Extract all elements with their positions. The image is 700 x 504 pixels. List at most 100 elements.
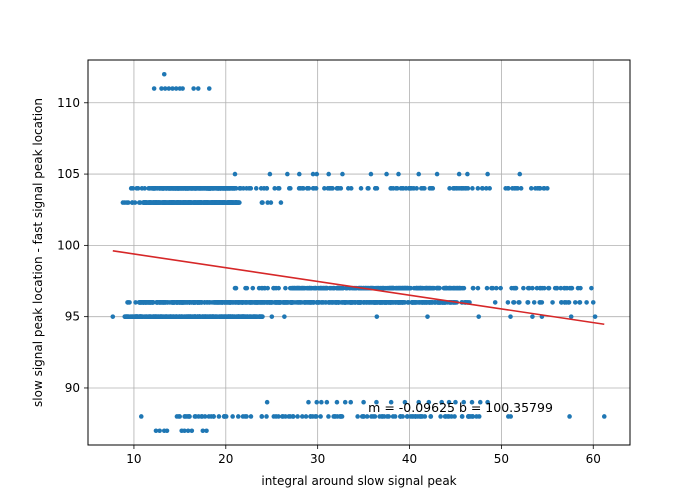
data-point <box>374 314 380 319</box>
data-point <box>416 399 422 405</box>
data-point <box>264 186 270 191</box>
data-point <box>459 414 465 419</box>
data-point <box>227 200 233 205</box>
data-point <box>183 200 189 205</box>
grid-lines <box>88 60 630 445</box>
data-point <box>207 300 212 305</box>
data-point <box>492 300 498 305</box>
data-point <box>241 186 246 191</box>
data-point <box>590 300 596 305</box>
data-point <box>457 285 462 291</box>
data-point <box>307 300 313 305</box>
data-point <box>506 414 511 419</box>
data-point <box>541 285 547 291</box>
data-point <box>172 300 177 305</box>
data-point <box>572 300 578 305</box>
data-point <box>333 414 338 419</box>
data-point <box>244 285 250 291</box>
y-tick-label: 95 <box>65 310 80 324</box>
data-point <box>568 285 574 291</box>
data-point <box>209 200 215 205</box>
data-point <box>374 399 379 405</box>
data-point <box>162 186 168 191</box>
data-point <box>237 186 243 191</box>
data-point <box>264 399 270 405</box>
data-point <box>244 300 250 305</box>
data-point <box>310 171 316 177</box>
data-points <box>110 71 607 434</box>
data-point <box>334 399 340 405</box>
data-point <box>196 314 202 319</box>
data-point <box>364 300 370 305</box>
data-point <box>454 186 460 191</box>
data-point <box>136 200 142 205</box>
data-point <box>150 314 156 319</box>
data-point <box>324 399 330 405</box>
data-point <box>528 186 534 191</box>
data-point <box>138 414 144 419</box>
data-point <box>465 171 470 177</box>
data-point <box>592 314 598 319</box>
data-point <box>335 186 340 191</box>
data-point <box>319 399 324 405</box>
data-point <box>337 414 343 419</box>
data-point <box>276 414 281 419</box>
data-point <box>222 314 228 319</box>
data-point <box>518 186 524 191</box>
data-point <box>322 186 327 191</box>
data-point <box>195 86 201 91</box>
data-point <box>223 414 229 419</box>
data-point <box>456 171 462 177</box>
data-point <box>517 300 522 305</box>
data-point <box>182 428 187 434</box>
data-point <box>178 186 184 191</box>
data-point <box>434 171 440 177</box>
data-point <box>422 414 428 419</box>
data-point <box>443 285 449 291</box>
data-point <box>173 314 179 319</box>
data-point <box>200 314 205 319</box>
x-tick-label: 20 <box>218 452 233 466</box>
data-point <box>303 414 309 419</box>
data-point <box>411 186 417 191</box>
data-point <box>427 300 432 305</box>
data-point <box>278 200 284 205</box>
data-point <box>219 186 224 191</box>
data-point <box>410 300 416 305</box>
data-point <box>176 200 181 205</box>
data-point <box>396 300 402 305</box>
data-point <box>368 171 374 177</box>
data-point <box>188 200 193 205</box>
data-point <box>525 300 531 305</box>
data-point <box>343 285 349 291</box>
data-point <box>230 414 235 419</box>
data-point <box>450 186 456 191</box>
data-point <box>188 186 194 191</box>
data-point <box>419 300 424 305</box>
data-point <box>546 285 552 291</box>
data-point <box>151 86 157 91</box>
data-point <box>235 414 241 419</box>
data-point <box>197 200 203 205</box>
data-point <box>247 314 253 319</box>
data-point <box>490 285 496 291</box>
data-point <box>480 186 485 191</box>
data-point <box>230 314 235 319</box>
data-point <box>418 285 423 291</box>
data-point <box>132 314 138 319</box>
data-point <box>204 428 209 434</box>
data-point <box>288 186 293 191</box>
data-point <box>207 186 213 191</box>
data-point <box>199 414 204 419</box>
data-point <box>326 414 331 419</box>
data-point <box>139 186 145 191</box>
data-point <box>337 285 342 291</box>
data-point <box>166 186 172 191</box>
data-point <box>211 414 216 419</box>
data-point <box>562 285 568 291</box>
data-point <box>207 314 213 319</box>
data-point <box>469 399 475 405</box>
data-point <box>216 414 222 419</box>
y-axis-label: slow signal peak location - fast signal … <box>31 98 45 407</box>
data-point <box>453 285 458 291</box>
